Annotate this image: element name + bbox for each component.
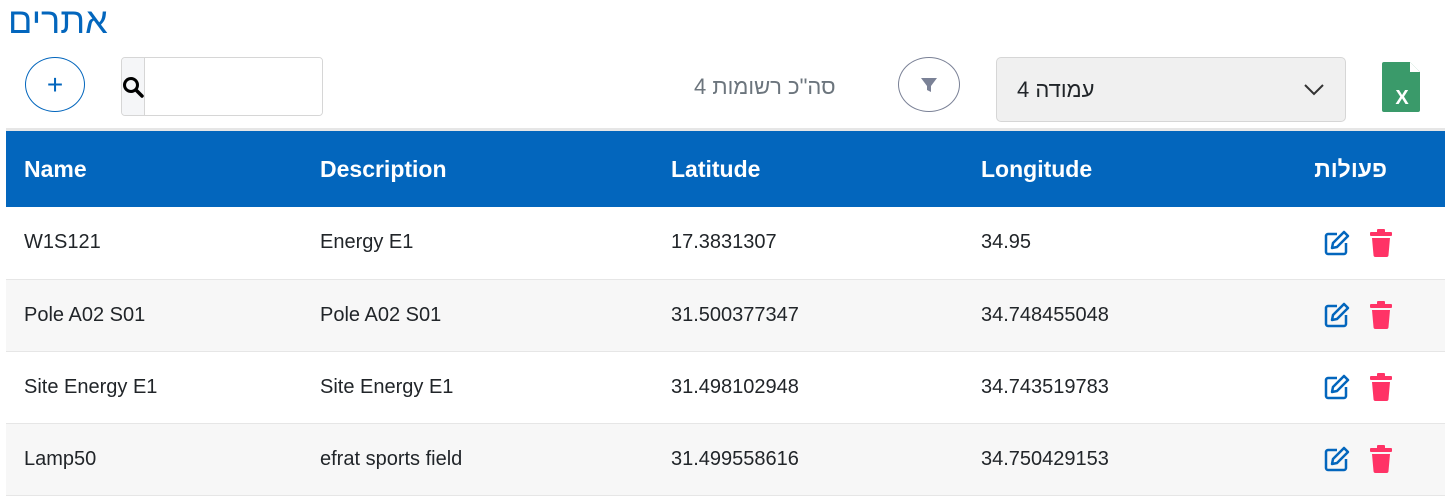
cell-name: Lamp50 — [6, 423, 320, 496]
cell-actions — [1271, 423, 1445, 496]
filter-button[interactable] — [898, 57, 960, 112]
trash-icon[interactable] — [1369, 373, 1393, 401]
cell-description: efrat sports field — [320, 423, 671, 496]
search-input[interactable] — [145, 58, 322, 115]
page-select-value: עמודה 4 — [1017, 76, 1095, 102]
excel-icon: X — [1382, 62, 1420, 112]
filter-icon — [921, 77, 937, 92]
cell-name: W1S121 — [6, 207, 320, 280]
header-name[interactable]: Name — [6, 131, 320, 207]
trash-icon[interactable] — [1369, 301, 1393, 329]
cell-latitude: 31.498102948 — [671, 351, 981, 424]
cell-latitude: 31.500377347 — [671, 279, 981, 352]
cell-actions — [1271, 351, 1445, 424]
cell-actions — [1271, 207, 1445, 280]
table-header: Name Description Latitude Longitude פעול… — [6, 131, 1445, 207]
sites-table: Name Description Latitude Longitude פעול… — [6, 131, 1445, 496]
trash-icon[interactable] — [1369, 228, 1393, 257]
trash-icon[interactable] — [1369, 445, 1393, 473]
total-records: סה"כ רשומות 4 — [694, 74, 836, 99]
cell-description: Site Energy E1 — [320, 351, 671, 424]
header-latitude[interactable]: Latitude — [671, 131, 981, 207]
excel-export-button[interactable]: X — [1382, 62, 1422, 117]
chevron-down-icon — [1304, 83, 1324, 95]
add-button[interactable]: + — [25, 57, 85, 112]
cell-longitude: 34.748455048 — [981, 279, 1271, 352]
cell-name: Site Energy E1 — [6, 351, 320, 424]
edit-icon[interactable] — [1323, 229, 1351, 257]
cell-description: Pole A02 S01 — [320, 279, 671, 352]
cell-latitude: 17.3831307 — [671, 207, 981, 280]
page-title: אתרים — [8, 0, 108, 41]
edit-icon[interactable] — [1323, 445, 1351, 473]
cell-latitude: 31.499558616 — [671, 423, 981, 496]
table-row: Pole A02 S01 Pole A02 S01 31.500377347 34.7… — [6, 279, 1445, 352]
header-description[interactable]: Description — [320, 131, 671, 207]
cell-longitude: 34.95 — [981, 207, 1271, 280]
cell-description: Energy E1 — [320, 207, 671, 280]
table-row: W1S121 Energy E1 17.3831307 34.95 — [6, 207, 1445, 280]
search-box — [121, 57, 323, 116]
cell-actions — [1271, 279, 1445, 352]
cell-name: Pole A02 S01 — [6, 279, 320, 352]
edit-icon[interactable] — [1323, 373, 1351, 401]
search-icon[interactable] — [122, 58, 145, 115]
header-longitude[interactable]: Longitude — [981, 131, 1271, 207]
divider — [6, 128, 1445, 131]
table-row: Lamp50 efrat sports field 31.499558616 34.7… — [6, 423, 1445, 496]
header-actions: פעולות — [1271, 131, 1445, 207]
edit-icon[interactable] — [1323, 301, 1351, 329]
page-select[interactable]: עמודה 4 — [996, 57, 1346, 122]
cell-longitude: 34.750429153 — [981, 423, 1271, 496]
cell-longitude: 34.743519783 — [981, 351, 1271, 424]
table-row: Site Energy E1 Site Energy E1 31.498102948… — [6, 351, 1445, 424]
svg-text:X: X — [1395, 87, 1409, 109]
